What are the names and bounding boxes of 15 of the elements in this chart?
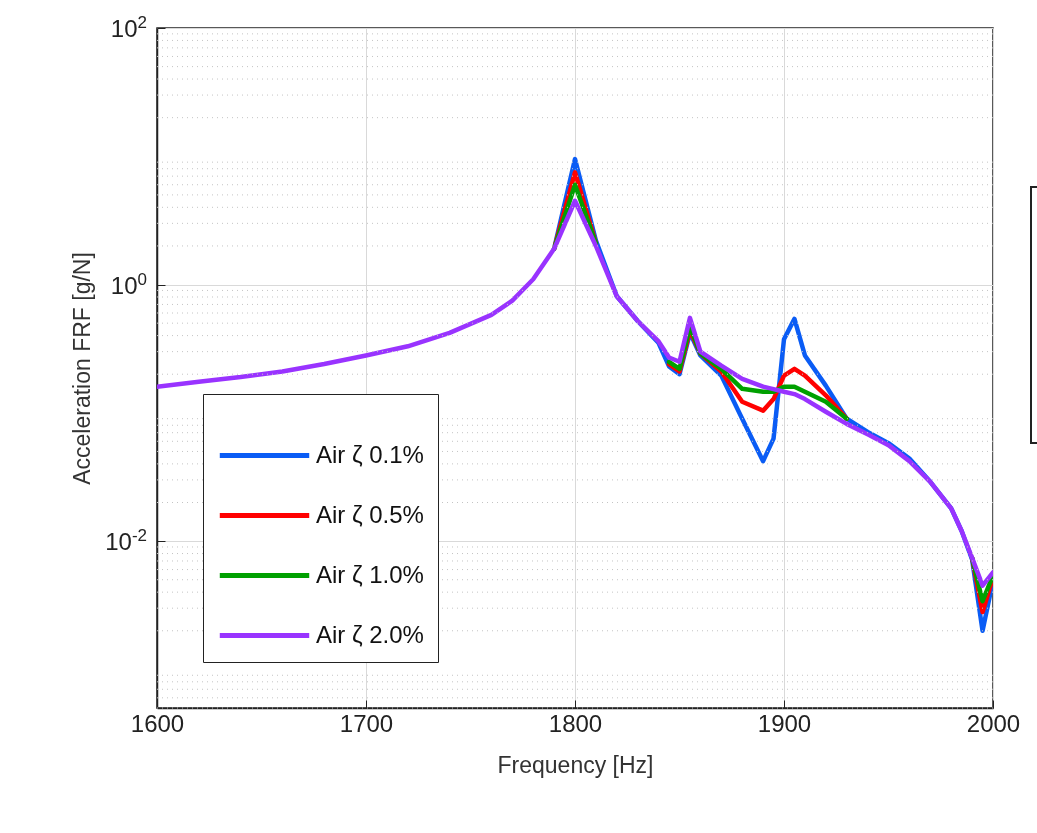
- y-tick-label: 10$^{0}$: [110, 269, 147, 299]
- legend-label: Air ζ 0.5%: [316, 500, 424, 528]
- x-tick-label: 1600: [130, 709, 185, 737]
- x-tick-label: 2000: [966, 709, 1021, 737]
- y-tick-label: 10$^{-2}$: [105, 525, 147, 556]
- x-tick-label: 1900: [757, 709, 812, 737]
- legend-label: Air ζ 1.0%: [316, 560, 424, 588]
- y-axis-title: Acceleration FRF [g/N]: [69, 252, 95, 485]
- legend-label: Air ζ 0.1%: [316, 440, 424, 468]
- x-tick-label: 1700: [339, 709, 394, 737]
- line-series: [157, 198, 993, 588]
- y-tick-label: 10$^{2}$: [110, 12, 147, 42]
- legend-label: Air ζ 2.0%: [316, 620, 424, 648]
- x-axis-title: Frequency [Hz]: [497, 751, 654, 778]
- x-tick-label: 1800: [548, 709, 603, 737]
